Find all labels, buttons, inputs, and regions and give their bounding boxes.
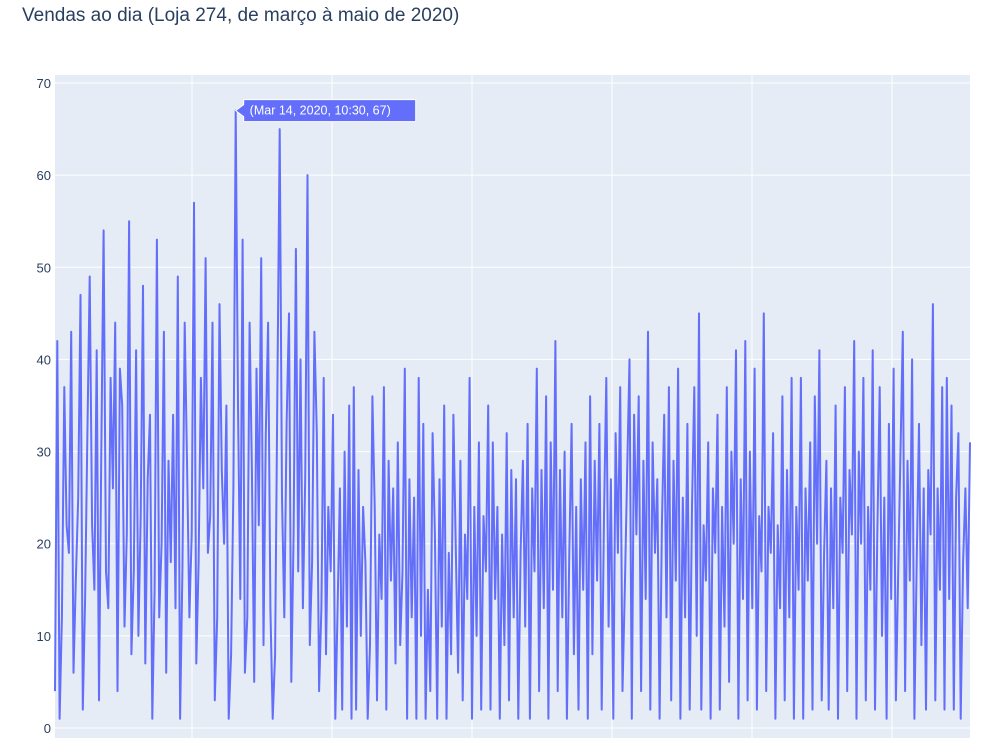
y-tick-label: 20 (37, 537, 51, 552)
hover-tooltip: (Mar 14, 2020, 10:30, 67) (234, 99, 417, 123)
sales-series-line[interactable] (54, 109, 971, 720)
y-tick-label: 30 (37, 445, 51, 460)
y-tick-label: 60 (37, 168, 51, 183)
y-tick-label: 40 (37, 352, 51, 367)
tooltip-label: (Mar 14, 2020, 10:30, 67) (250, 104, 391, 118)
y-tick-label: 10 (37, 629, 51, 644)
tooltip-box (234, 99, 417, 123)
y-tick-label: 50 (37, 260, 51, 275)
y-tick-label: 70 (37, 76, 51, 91)
y-tick-label: 0 (44, 721, 51, 736)
chart-title: Vendas ao dia (Loja 274, de março à maio… (22, 5, 460, 26)
y-axis-ticks: 0 10 20 30 40 50 60 70 (37, 76, 51, 736)
